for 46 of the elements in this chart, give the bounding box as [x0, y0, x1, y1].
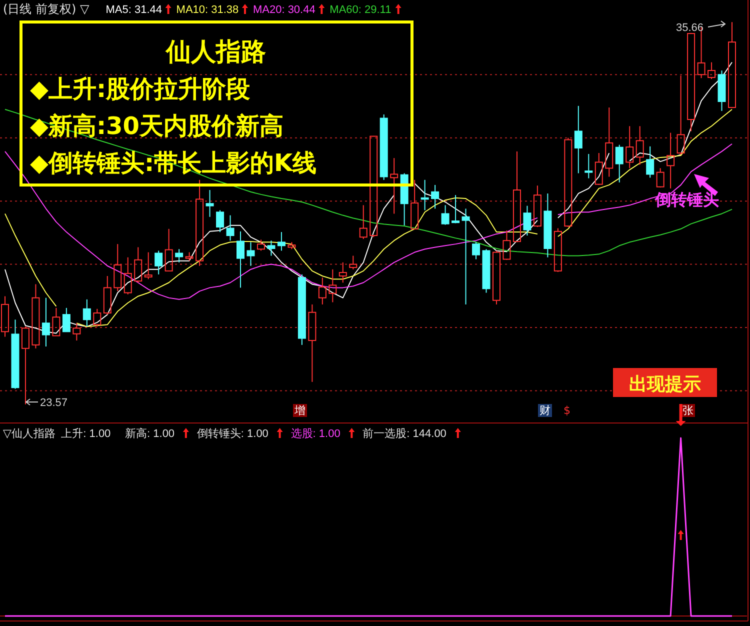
candlestick [82, 298, 91, 328]
candlestick [636, 126, 644, 166]
candlestick [431, 184, 440, 210]
text: MA60: 29.11 [330, 4, 392, 16]
candlestick [544, 192, 552, 258]
annotation: ◆上升:股价拉升阶段 [30, 75, 252, 103]
chart-title: ▽仙人指路 [3, 428, 56, 440]
candlestick [52, 307, 60, 336]
annotation: 仙人指路 [165, 37, 266, 66]
chart-title: (日线 前复权) ▽ [3, 2, 90, 16]
annotation: 财 [540, 404, 550, 417]
candlestick [206, 190, 214, 218]
candlestick [605, 106, 614, 178]
candlestick [574, 105, 582, 174]
annotation: 出现提示 [629, 374, 701, 395]
candlestick [626, 126, 634, 169]
candlestick [236, 230, 245, 288]
annotation: 增 [294, 404, 306, 417]
annotation: 新高: 1.00 [125, 427, 175, 440]
candlestick [308, 304, 316, 382]
candlestick [196, 179, 204, 266]
candlestick [666, 132, 675, 189]
candlestick [1, 296, 9, 338]
annotation: $ [564, 404, 570, 417]
annotation: 23.57 [40, 397, 68, 409]
candlestick [390, 158, 398, 214]
candlestick [226, 214, 234, 242]
candlestick [42, 297, 50, 347]
text: MA10: 31.38 [176, 4, 239, 16]
annotation: 倒转锤头: 1.00 [196, 427, 268, 440]
annotation: 上升: 1.00 [61, 427, 111, 440]
candlestick [277, 232, 286, 252]
candlestick [124, 256, 132, 295]
candlestick [420, 179, 429, 211]
annotation: 35.66 [676, 22, 704, 34]
candlestick [584, 153, 593, 179]
text: MA20: 30.44 [252, 4, 316, 16]
candlestick [267, 240, 276, 256]
text: MA5: 31.44 [106, 4, 162, 16]
candlestick [246, 242, 255, 266]
candlestick [462, 208, 470, 305]
annotation: 前一选股: 144.00 [362, 427, 446, 440]
annotation: 张 [682, 404, 694, 417]
candlestick [328, 268, 337, 303]
text: 选股: 1.00 [290, 427, 340, 440]
candlestick [164, 228, 173, 272]
